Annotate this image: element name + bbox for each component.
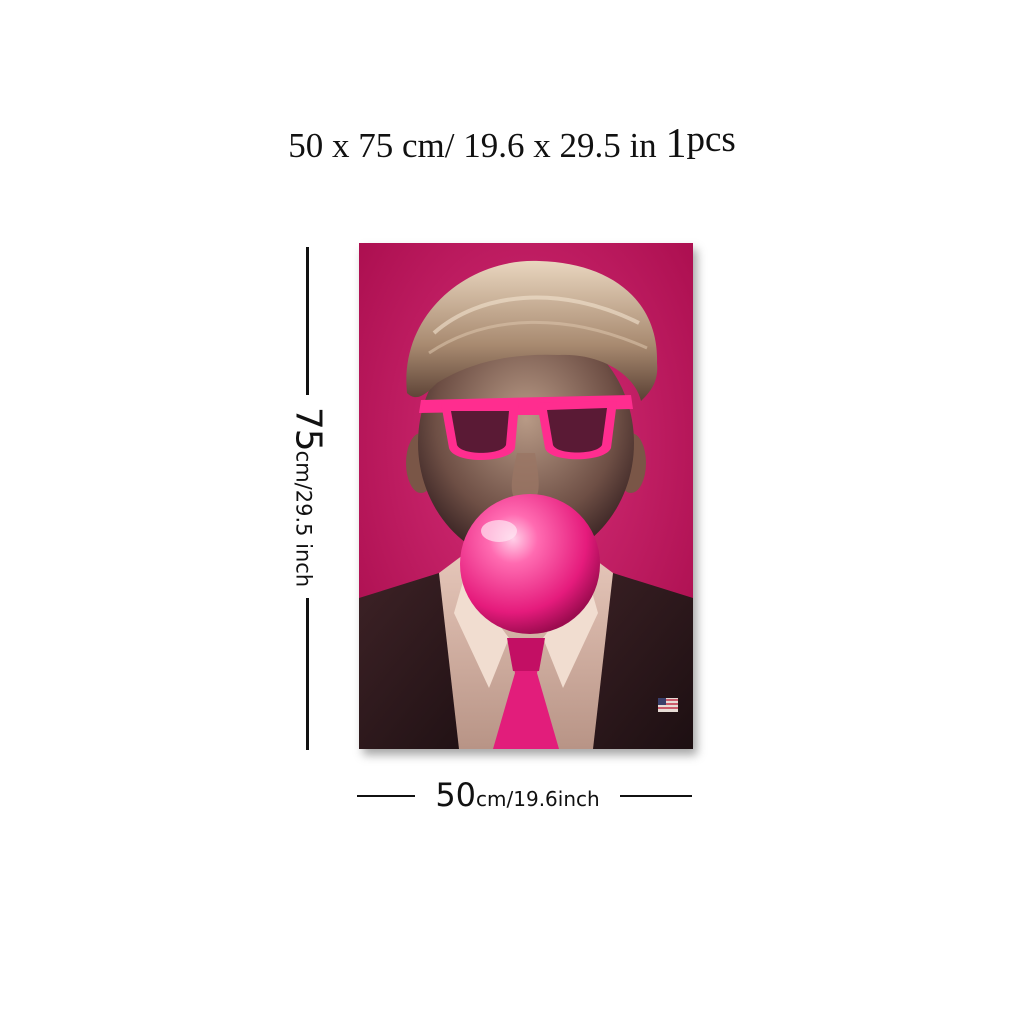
width-line-left — [357, 795, 415, 797]
width-line-right — [620, 795, 692, 797]
hair — [406, 260, 658, 401]
size-inch-text: 19.6 x 29.5 in — [463, 126, 657, 165]
quantity-unit: pcs — [686, 119, 736, 160]
pink-sunglasses — [419, 395, 633, 461]
height-value: 75 — [287, 406, 329, 451]
width-value: 50 — [435, 776, 477, 814]
width-unit: cm/19.6inch — [476, 787, 600, 811]
width-label: 50cm/19.6inch — [415, 776, 620, 814]
poster-illustration — [359, 243, 693, 749]
pink-tie — [493, 648, 559, 749]
size-headline: 50 x 75 cm/ 19.6 x 29.5 in 1pcs — [0, 119, 1024, 184]
face — [418, 323, 634, 563]
height-line-top — [306, 247, 309, 395]
shirt-collar-left — [454, 578, 509, 688]
poster-artwork — [359, 243, 693, 749]
bubble-gum-bubble — [460, 494, 600, 634]
height-line-bottom — [306, 598, 309, 750]
height-unit: cm/29.5 inch — [291, 450, 316, 588]
flag-pin-icon — [658, 698, 678, 712]
size-cm-text: 50 x 75 cm/ — [288, 126, 455, 165]
tie-knot — [507, 638, 545, 671]
quantity-number: 1 — [665, 121, 687, 167]
